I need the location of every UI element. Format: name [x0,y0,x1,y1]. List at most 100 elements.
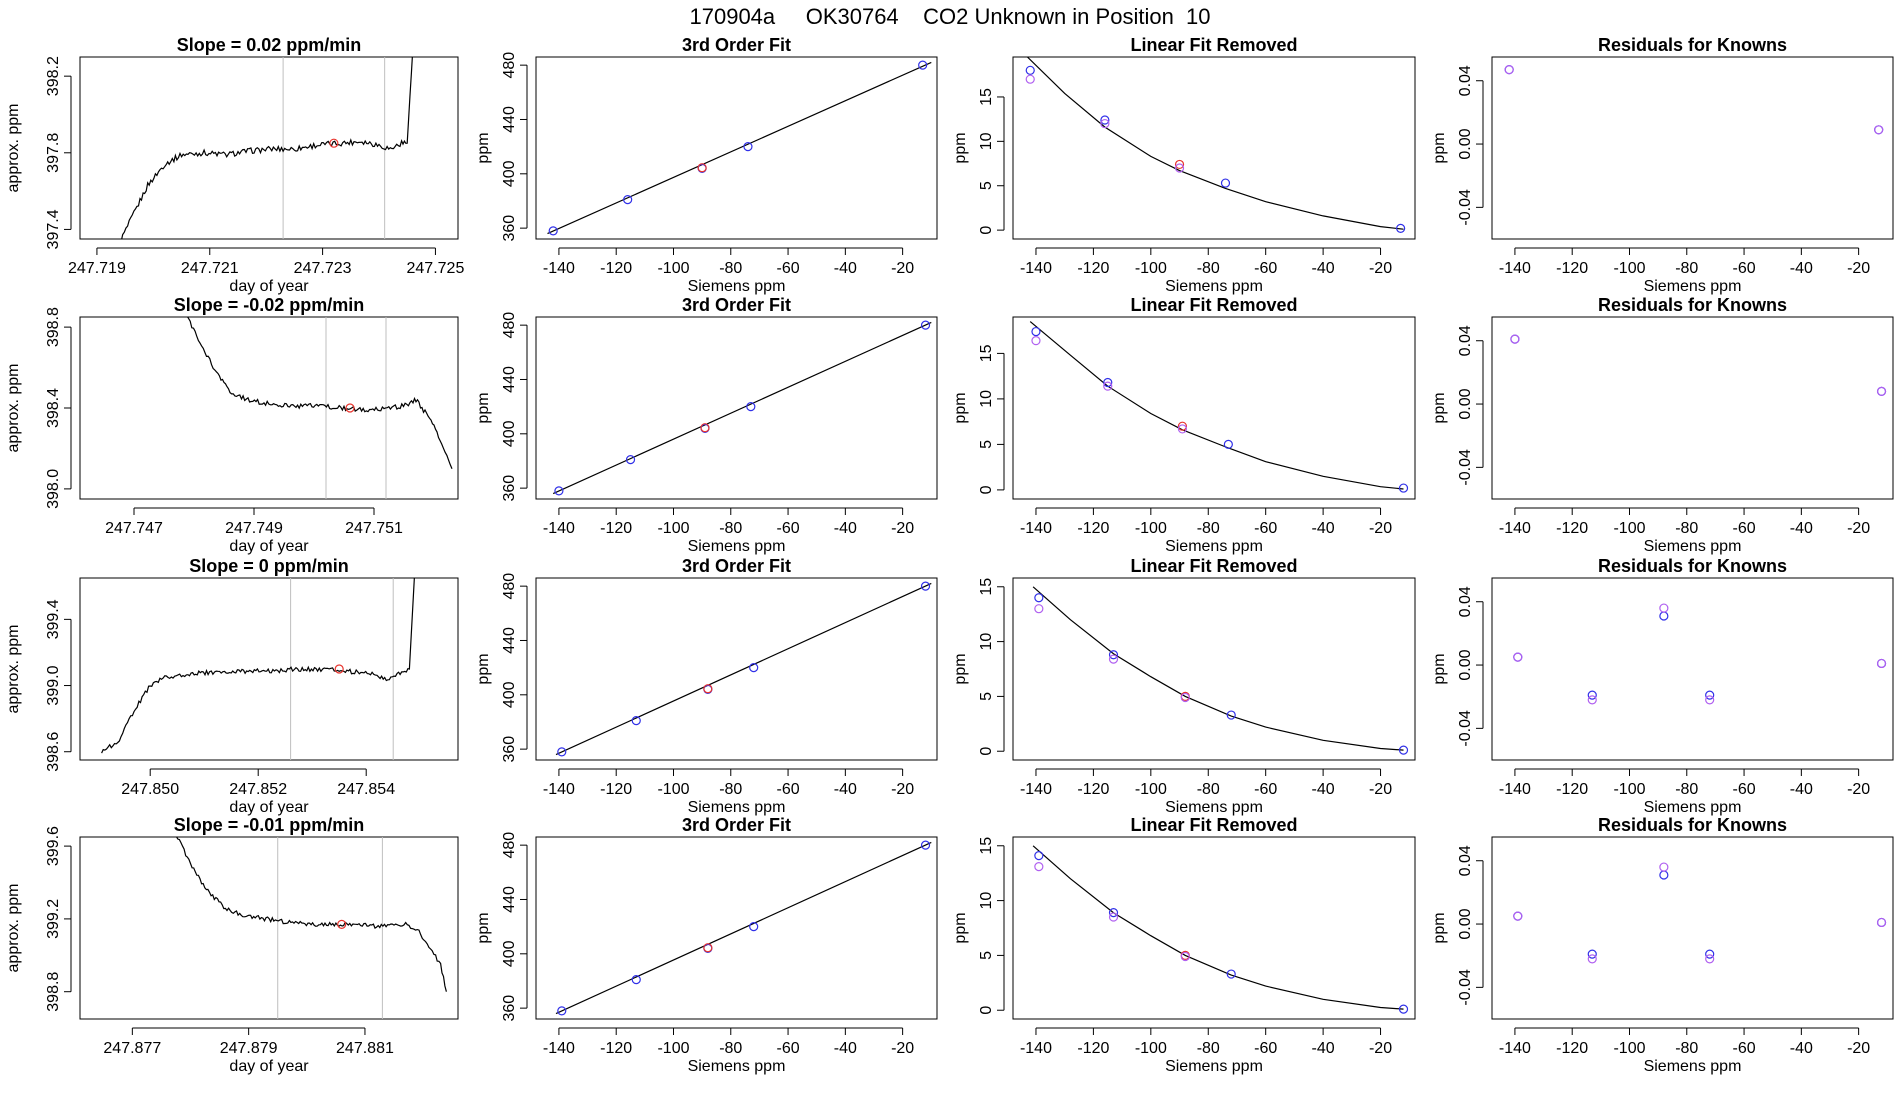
x-tick-label: -120 [1556,520,1588,537]
panel-r3c2: 3rd Order Fit -140 -120 -100 -80 -60 -40 -20 Sie… [475,556,938,816]
fit-curve [555,841,932,1015]
data-point [1226,710,1236,720]
data-point [1705,949,1715,959]
data-point [1034,593,1044,603]
x-tick-label: -140 [1020,260,1052,277]
y-tick-label: 400 [501,160,518,187]
panel-title: Linear Fit Removed [1130,556,1297,576]
x-tick-label: -60 [776,1040,799,1057]
x-tick-label: -140 [1499,1040,1531,1057]
x-axis-label: Siemens ppm [1165,278,1263,295]
x-tick-label: -80 [1197,520,1220,537]
y-axis-label: ppm [475,912,492,943]
x-tick-label: -60 [1254,1040,1277,1057]
y-tick-label: 0 [978,747,995,756]
data-point [743,142,753,152]
x-tick-label: -140 [543,520,575,537]
panel-title: Slope = 0.02 ppm/min [177,35,362,55]
data-point [557,1006,567,1016]
plot-frame [79,577,459,761]
panel-title: Linear Fit Removed [1130,35,1297,55]
x-tick-label: 247.877 [103,1040,161,1057]
panel-r2c3: Linear Fit Removed -140 -120 -100 -80 -60 -40 -… [952,295,1416,555]
data-point [1705,954,1715,964]
panel-r1c1: Slope = 0.02 ppm/min 247.719 247.721 247.72… [5,35,464,295]
fit-curve [555,582,932,756]
fit-curve [552,321,932,495]
plot-frame [1012,56,1416,240]
x-tick-label: 247.719 [68,260,126,277]
y-tick-label: 440 [501,366,518,393]
x-tick-label: -100 [1613,1040,1645,1057]
x-tick-label: 247.879 [220,1040,278,1057]
panel-r4c3: Linear Fit Removed -140 -120 -100 -80 -60 -40 -… [952,815,1416,1075]
y-tick-label: 0.00 [1457,908,1474,939]
x-tick-label: -80 [1675,520,1698,537]
y-tick-label: 480 [501,312,518,339]
y-tick-label: 0 [978,485,995,494]
y-tick-label: 360 [501,995,518,1022]
data-point [1510,334,1520,344]
plot-area [1032,845,1409,1014]
data-point [920,320,931,330]
data-point [1513,652,1523,662]
x-tick-label: -60 [1254,260,1277,277]
plot-area [555,581,932,757]
data-point [1659,862,1669,872]
x-tick-label: -80 [719,520,742,537]
x-tick-label: -100 [1135,260,1167,277]
y-axis-label: ppm [475,132,492,163]
x-tick-label: -40 [1312,260,1335,277]
plot-area [555,840,932,1016]
y-tick-label: 360 [501,215,518,242]
x-tick-label: -120 [1077,781,1109,798]
y-axis-label: approx. ppm [5,625,22,714]
x-axis-label: Siemens ppm [688,1058,786,1075]
y-tick-label: 5 [978,440,995,449]
y-tick-label: 399.2 [45,899,62,939]
x-tick-label: -60 [1732,520,1755,537]
y-tick-label: 398.8 [45,972,62,1012]
x-tick-label: -140 [543,781,575,798]
panel-title: Residuals for Knowns [1598,35,1787,55]
x-axis-label: Siemens ppm [688,538,786,555]
x-tick-label: -40 [834,781,857,798]
page-title: 170904a OK30764 CO2 Unknown in Position … [689,4,1211,29]
plot-area [552,320,932,496]
y-tick-label: 399.4 [45,599,62,639]
y-tick-label: 480 [501,52,518,79]
data-point [631,716,641,726]
x-tick-label: -100 [657,781,689,798]
x-tick-label: -100 [657,260,689,277]
x-axis-label: Siemens ppm [1644,799,1742,816]
plot-area [101,578,415,760]
y-tick-label: 15 [978,88,995,106]
y-axis-label: ppm [952,912,969,943]
data-point [1034,862,1044,872]
x-axis-label: Siemens ppm [1644,538,1742,555]
x-tick-label: -100 [1135,1040,1167,1057]
panel-r3c4: Residuals for Knowns -140 -120 -100 -80 -60 -4… [1431,556,1894,816]
x-axis-label: day of year [229,799,309,816]
data-point [1874,125,1884,135]
y-tick-label: 15 [978,344,995,362]
y-tick-label: 397.4 [45,209,62,249]
data-point [749,922,759,932]
x-tick-label: -80 [1197,260,1220,277]
x-tick-label: -140 [1020,1040,1052,1057]
data-point [1100,118,1110,129]
x-tick-label: -20 [1369,1040,1392,1057]
data-point [700,423,710,433]
x-tick-label: -80 [1675,781,1698,798]
x-tick-label: -20 [891,260,914,277]
x-tick-label: -120 [1556,1040,1588,1057]
x-tick-label: -100 [1135,520,1167,537]
data-point [1398,1004,1409,1014]
plot-frame [1012,836,1416,1020]
data-point [1659,603,1669,613]
fit-curve [1032,845,1404,1010]
panel-title: 3rd Order Fit [682,35,791,55]
y-tick-label: 440 [501,886,518,913]
plot-area [1025,57,1406,233]
panel-r4c2: 3rd Order Fit -140 -120 -100 -80 -60 -40 -20 Sie… [475,815,938,1075]
